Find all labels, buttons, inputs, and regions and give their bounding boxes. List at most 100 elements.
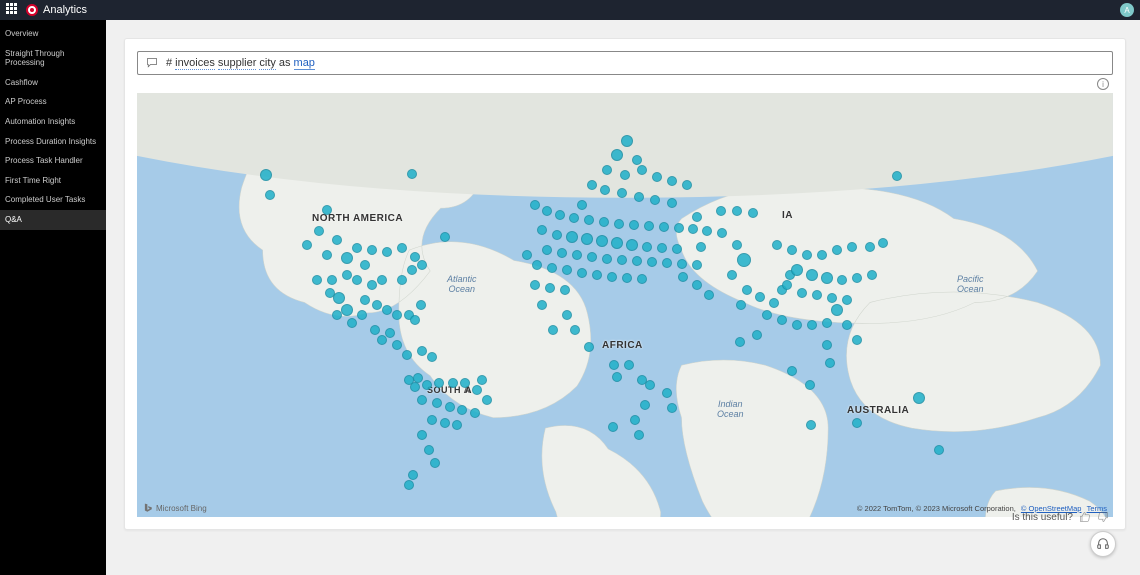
map-dot[interactable] bbox=[372, 300, 382, 310]
map-dot[interactable] bbox=[865, 242, 875, 252]
map-dot[interactable] bbox=[537, 225, 547, 235]
map-dot[interactable] bbox=[832, 245, 842, 255]
sidebar-item-automation-insights[interactable]: Automation Insights bbox=[0, 112, 106, 132]
map-dot[interactable] bbox=[360, 295, 370, 305]
map-dot[interactable] bbox=[772, 240, 782, 250]
map-dot[interactable] bbox=[552, 230, 562, 240]
map-dot[interactable] bbox=[650, 195, 660, 205]
map-dot[interactable] bbox=[584, 342, 594, 352]
map-dot[interactable] bbox=[370, 325, 380, 335]
map-dot[interactable] bbox=[417, 430, 427, 440]
map-dot[interactable] bbox=[622, 273, 632, 283]
map-dot[interactable] bbox=[692, 260, 702, 270]
map-dot[interactable] bbox=[629, 220, 639, 230]
map-dot[interactable] bbox=[407, 169, 417, 179]
map-dot[interactable] bbox=[842, 295, 852, 305]
map-dot[interactable] bbox=[806, 269, 818, 281]
map-dot[interactable] bbox=[332, 310, 342, 320]
sidebar-item-q-a[interactable]: Q&A bbox=[0, 210, 106, 230]
map-dot[interactable] bbox=[608, 422, 618, 432]
map-dot[interactable] bbox=[667, 403, 677, 413]
map-dot[interactable] bbox=[537, 300, 547, 310]
map-dot[interactable] bbox=[352, 243, 362, 253]
map-dot[interactable] bbox=[472, 385, 482, 395]
map-dot[interactable] bbox=[659, 222, 669, 232]
map-dot[interactable] bbox=[341, 252, 353, 264]
map-dot[interactable] bbox=[696, 242, 706, 252]
map-dot[interactable] bbox=[545, 283, 555, 293]
map-dot[interactable] bbox=[440, 418, 450, 428]
map-dot[interactable] bbox=[842, 320, 852, 330]
map-dot[interactable] bbox=[702, 226, 712, 236]
map-dot[interactable] bbox=[382, 247, 392, 257]
map-dot[interactable] bbox=[532, 260, 542, 270]
sidebar-item-cashflow[interactable]: Cashflow bbox=[0, 73, 106, 93]
map-dot[interactable] bbox=[530, 200, 540, 210]
map-dot[interactable] bbox=[852, 335, 862, 345]
map-dot[interactable] bbox=[692, 212, 702, 222]
map-dot[interactable] bbox=[736, 300, 746, 310]
map-dot[interactable] bbox=[457, 405, 467, 415]
map-dot[interactable] bbox=[600, 185, 610, 195]
map-dot[interactable] bbox=[482, 395, 492, 405]
map-dot[interactable] bbox=[377, 275, 387, 285]
map-dot[interactable] bbox=[342, 270, 352, 280]
map-dot[interactable] bbox=[612, 372, 622, 382]
info-icon[interactable]: i bbox=[1097, 78, 1109, 90]
map-dot[interactable] bbox=[367, 245, 377, 255]
map-dot[interactable] bbox=[530, 280, 540, 290]
map-dot[interactable] bbox=[417, 395, 427, 405]
map-dot[interactable] bbox=[892, 171, 902, 181]
map-dot[interactable] bbox=[410, 382, 420, 392]
map-dot[interactable] bbox=[682, 180, 692, 190]
map-dot[interactable] bbox=[632, 155, 642, 165]
map-dot[interactable] bbox=[717, 228, 727, 238]
map-dot[interactable] bbox=[634, 430, 644, 440]
map-dot[interactable] bbox=[652, 172, 662, 182]
map-dot[interactable] bbox=[727, 270, 737, 280]
sidebar-item-process-duration-insights[interactable]: Process Duration Insights bbox=[0, 132, 106, 152]
user-avatar[interactable]: A bbox=[1120, 3, 1134, 17]
map-dot[interactable] bbox=[397, 275, 407, 285]
map-dot[interactable] bbox=[581, 233, 593, 245]
map-dot[interactable] bbox=[448, 378, 458, 388]
map-dot[interactable] bbox=[427, 415, 437, 425]
thumbs-up-icon[interactable] bbox=[1079, 511, 1091, 523]
map-dot[interactable] bbox=[787, 366, 797, 376]
map-dot[interactable] bbox=[357, 310, 367, 320]
map-dot[interactable] bbox=[587, 180, 597, 190]
map-dot[interactable] bbox=[787, 245, 797, 255]
map-dot[interactable] bbox=[445, 402, 455, 412]
map-dot[interactable] bbox=[667, 198, 677, 208]
map-dot[interactable] bbox=[762, 310, 772, 320]
map-dot[interactable] bbox=[417, 260, 427, 270]
query-input[interactable]: #invoicessuppliercityasmap bbox=[137, 51, 1113, 75]
map-dot[interactable] bbox=[542, 245, 552, 255]
map-dot[interactable] bbox=[555, 210, 565, 220]
map-dot[interactable] bbox=[678, 272, 688, 282]
sidebar-item-first-time-right[interactable]: First Time Right bbox=[0, 171, 106, 191]
map-dot[interactable] bbox=[626, 239, 638, 251]
map-dot[interactable] bbox=[624, 360, 634, 370]
map-dot[interactable] bbox=[677, 259, 687, 269]
sidebar-item-ap-process[interactable]: AP Process bbox=[0, 92, 106, 112]
map-dot[interactable] bbox=[821, 272, 833, 284]
map-dot[interactable] bbox=[611, 149, 623, 161]
map-dot[interactable] bbox=[422, 380, 432, 390]
map-dot[interactable] bbox=[569, 213, 579, 223]
map-dot[interactable] bbox=[637, 274, 647, 284]
thumbs-down-icon[interactable] bbox=[1097, 511, 1109, 523]
map-dot[interactable] bbox=[548, 325, 558, 335]
map-dot[interactable] bbox=[407, 265, 417, 275]
map-dot[interactable] bbox=[599, 217, 609, 227]
map-dot[interactable] bbox=[427, 352, 437, 362]
map-dot[interactable] bbox=[620, 170, 630, 180]
map-dot[interactable] bbox=[547, 263, 557, 273]
map-dot[interactable] bbox=[867, 270, 877, 280]
help-fab[interactable] bbox=[1090, 531, 1116, 557]
map-dot[interactable] bbox=[341, 304, 353, 316]
map-dot[interactable] bbox=[791, 264, 803, 276]
map-dot[interactable] bbox=[382, 305, 392, 315]
map-dot[interactable] bbox=[302, 240, 312, 250]
map-dot[interactable] bbox=[792, 320, 802, 330]
